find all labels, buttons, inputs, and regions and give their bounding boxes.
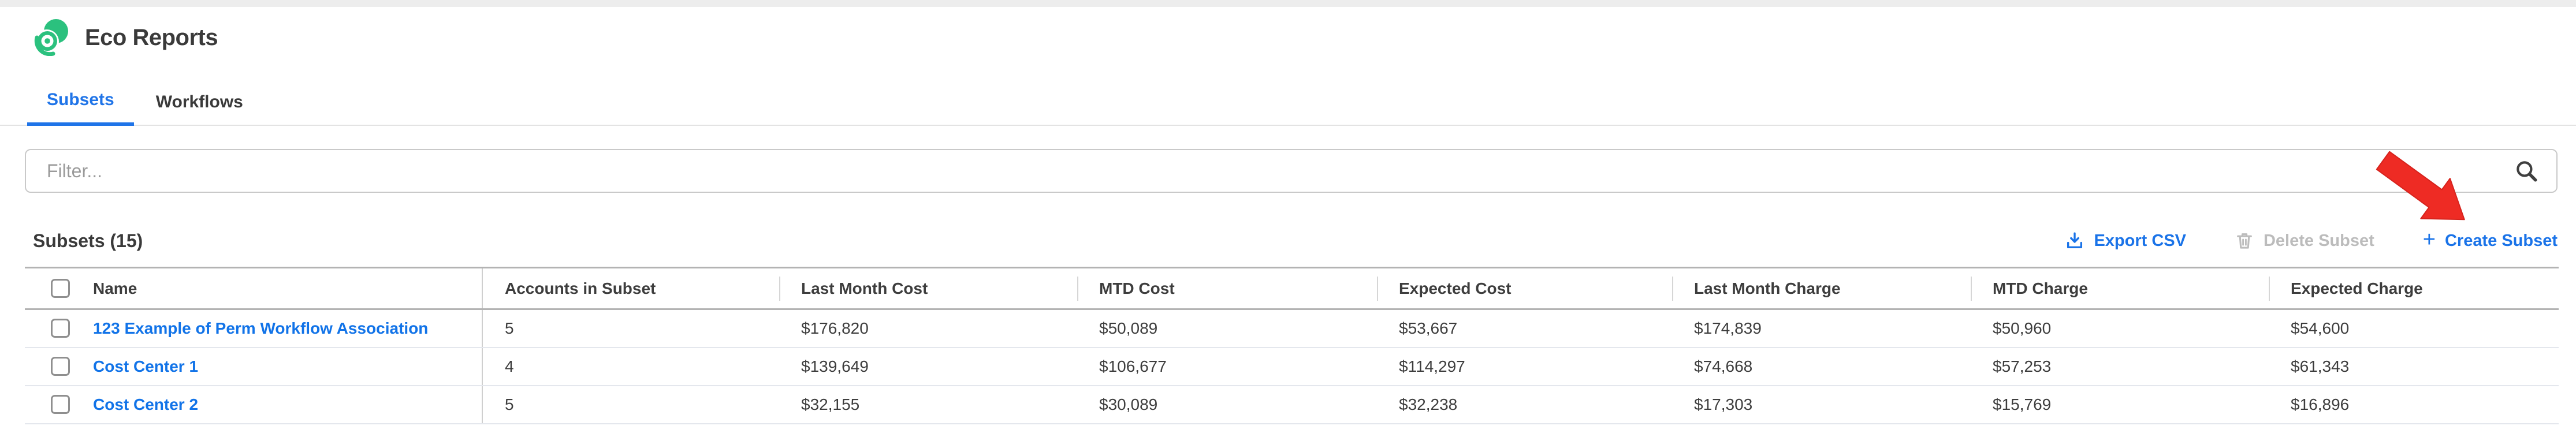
create-subset-label: Create Subset	[2444, 231, 2558, 250]
search-icon[interactable]	[2514, 158, 2539, 184]
cell-mtd-cost: $30,089	[1077, 385, 1377, 424]
row-checkbox[interactable]	[51, 395, 70, 414]
table-header: Name Accounts in Subset Last Month Cost …	[25, 267, 2559, 310]
cell-last-month-charge: $17,303	[1672, 385, 1971, 424]
delete-subset-label: Delete Subset	[2263, 231, 2374, 250]
filter-bar	[25, 149, 2558, 193]
cell-expected-cost: $114,297	[1377, 347, 1672, 386]
subset-name-link[interactable]: Cost Center 1	[93, 357, 199, 375]
create-subset-button[interactable]: + Create Subset	[2422, 227, 2558, 252]
cell-last-month-cost: $32,155	[779, 385, 1077, 424]
table-actions: Export CSV Delete Subset + Create Subset	[2065, 227, 2559, 252]
trash-icon	[2237, 233, 2252, 249]
cell-last-month-charge: $74,668	[1672, 347, 1971, 386]
tab-bar: Subsets Workflows	[0, 90, 2576, 126]
cell-accounts: 5	[482, 385, 779, 424]
tab-workflows[interactable]: Workflows	[155, 92, 243, 111]
cell-accounts: 4	[482, 347, 779, 386]
subsets-table: Name Accounts in Subset Last Month Cost …	[25, 267, 2559, 424]
cell-accounts: 5	[482, 309, 779, 348]
column-header-mtd-charge: MTD Charge	[1971, 267, 2269, 310]
column-header-last-month-charge: Last Month Charge	[1672, 267, 1971, 310]
section-bar: Subsets (15) Export CSV Delete Subset + …	[33, 227, 2559, 252]
subset-name-link[interactable]: 123 Example of Perm Workflow Association	[93, 319, 429, 337]
table-row: Cost Center 2 5 $32,155 $30,089 $32,238 …	[25, 385, 2559, 424]
cell-mtd-cost: $50,089	[1077, 309, 1377, 348]
plus-icon: +	[2422, 227, 2436, 252]
column-header-mtd-cost: MTD Cost	[1077, 267, 1377, 310]
cell-expected-charge: $54,600	[2269, 309, 2559, 348]
cell-mtd-charge: $50,960	[1971, 309, 2269, 348]
cell-expected-charge: $16,896	[2269, 385, 2559, 424]
table-row: 123 Example of Perm Workflow Association…	[25, 309, 2559, 348]
app-header: Eco Reports	[0, 7, 2576, 57]
select-all-checkbox[interactable]	[51, 279, 70, 298]
section-title: Subsets (15)	[33, 230, 143, 251]
column-header-accounts: Accounts in Subset	[482, 267, 779, 310]
column-header-last-month-cost: Last Month Cost	[779, 267, 1077, 310]
cell-last-month-cost: $139,649	[779, 347, 1077, 386]
column-header-expected-cost: Expected Cost	[1377, 267, 1672, 310]
cell-expected-cost: $32,238	[1377, 385, 1672, 424]
cell-last-month-charge: $174,839	[1672, 309, 1971, 348]
export-csv-label: Export CSV	[2094, 231, 2186, 250]
row-checkbox[interactable]	[51, 319, 70, 338]
column-header-name: Name	[93, 279, 137, 297]
top-strip	[0, 0, 2576, 7]
table-header-row: Name Accounts in Subset Last Month Cost …	[25, 267, 2559, 310]
delete-subset-button[interactable]: Delete Subset	[2235, 231, 2374, 251]
cell-mtd-charge: $15,769	[1971, 385, 2269, 424]
cell-expected-cost: $53,667	[1377, 309, 1672, 348]
page-title: Eco Reports	[85, 24, 218, 50]
tab-subsets[interactable]: Subsets	[27, 90, 134, 126]
filter-input[interactable]	[26, 160, 2514, 182]
row-checkbox[interactable]	[51, 357, 70, 376]
table-body: 123 Example of Perm Workflow Association…	[25, 309, 2559, 424]
table-row: Cost Center 1 4 $139,649 $106,677 $114,2…	[25, 347, 2559, 386]
cell-mtd-cost: $106,677	[1077, 347, 1377, 386]
export-csv-button[interactable]: Export CSV	[2065, 231, 2186, 251]
cell-mtd-charge: $57,253	[1971, 347, 2269, 386]
cell-last-month-cost: $176,820	[779, 309, 1077, 348]
subset-name-link[interactable]: Cost Center 2	[93, 395, 199, 413]
eco-logo-icon	[34, 19, 68, 56]
cell-expected-charge: $61,343	[2269, 347, 2559, 386]
column-header-expected-charge: Expected Charge	[2269, 267, 2559, 310]
download-icon	[2067, 232, 2083, 249]
